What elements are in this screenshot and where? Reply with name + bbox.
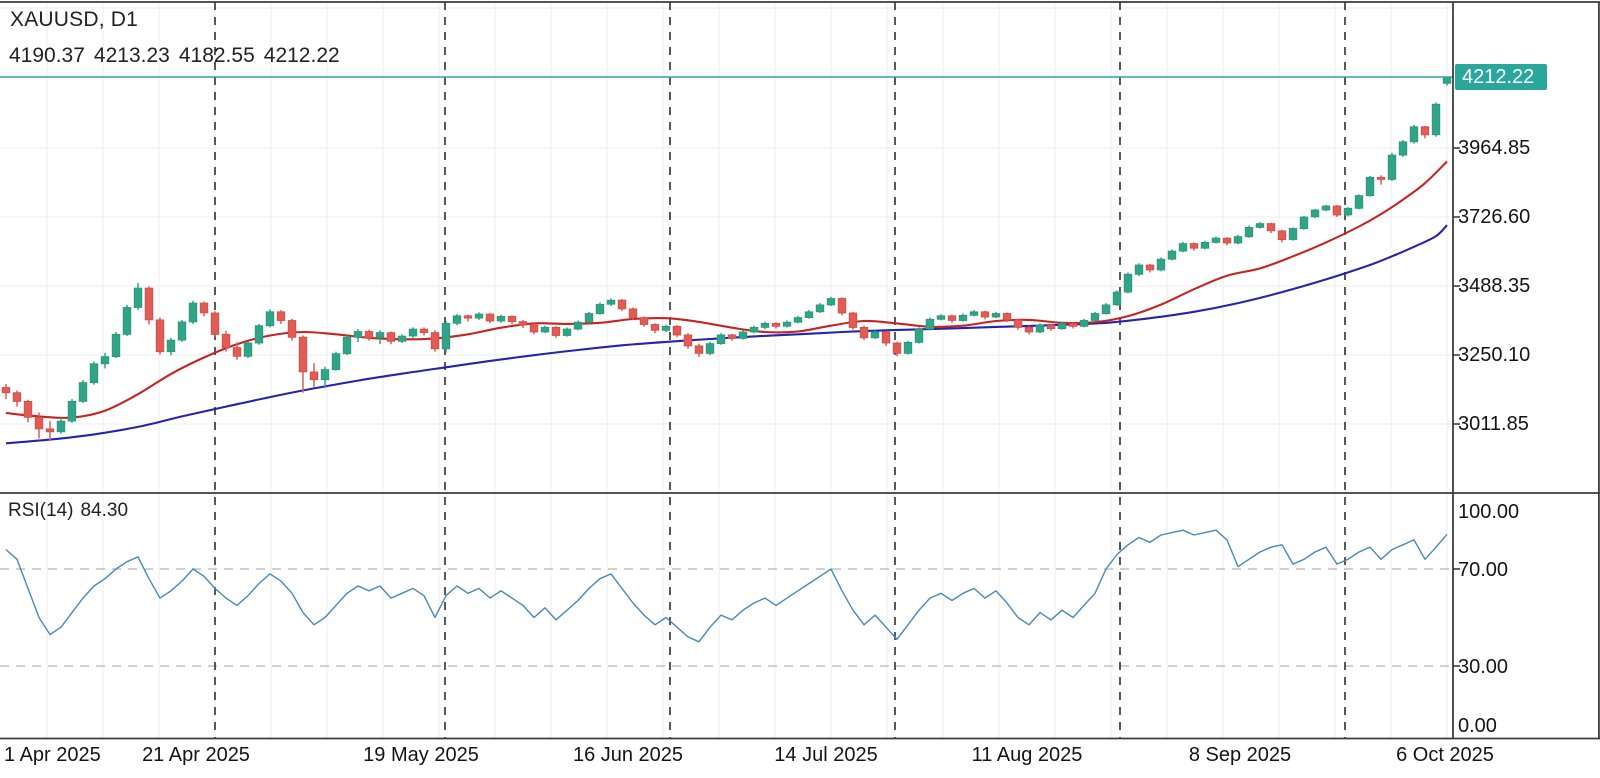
price-axis-tick: 3250.10 — [1458, 344, 1531, 366]
date-axis-tick: 14 Jul 2025 — [774, 744, 878, 766]
date-axis-tick: 19 May 2025 — [363, 744, 479, 766]
current-price-badge: 4212.22 — [1455, 64, 1547, 90]
price-axis-tick: 3488.35 — [1458, 275, 1531, 297]
rsi-indicator-name: RSI(14) — [8, 500, 74, 521]
symbol-title: XAUUSD, D1 — [10, 8, 139, 31]
ohlc-low: 4182.55 — [178, 44, 255, 67]
price-axis-tick: 3011.85 — [1458, 413, 1529, 435]
date-axis-tick: 16 Jun 2025 — [572, 744, 684, 766]
sma-slow — [5, 224, 1448, 445]
ohlc-readout: 4190.37 4213.23 4182.55 4212.22 — [9, 44, 340, 68]
rsi-current-value: 84.30 — [80, 500, 129, 521]
date-axis-tick: 11 Aug 2025 — [971, 744, 1083, 766]
ohlc-high: 4213.23 — [93, 44, 170, 67]
date-axis-tick: 1 Apr 2025 — [4, 744, 101, 766]
rsi-caption: RSI(14) 84.30 — [8, 500, 135, 522]
rsi-axis-tick: 70.00 — [1458, 559, 1509, 581]
rsi-line — [5, 529, 1448, 643]
price-axis-tick: 3964.85 — [1458, 137, 1531, 159]
sma-fast — [5, 160, 1448, 419]
ohlc-close: 4212.22 — [263, 44, 340, 67]
date-axis-tick: 6 Oct 2025 — [1396, 744, 1494, 766]
date-axis-tick: 21 Apr 2025 — [142, 744, 250, 766]
ohlc-open: 4190.37 — [9, 44, 85, 67]
rsi-axis-tick: 30.00 — [1458, 656, 1509, 678]
price-axis-tick: 3726.60 — [1458, 206, 1531, 228]
date-axis-tick: 8 Sep 2025 — [1188, 744, 1292, 766]
rsi-axis-tick: 0.00 — [1458, 715, 1497, 737]
rsi-axis-tick: 100.00 — [1458, 501, 1520, 523]
